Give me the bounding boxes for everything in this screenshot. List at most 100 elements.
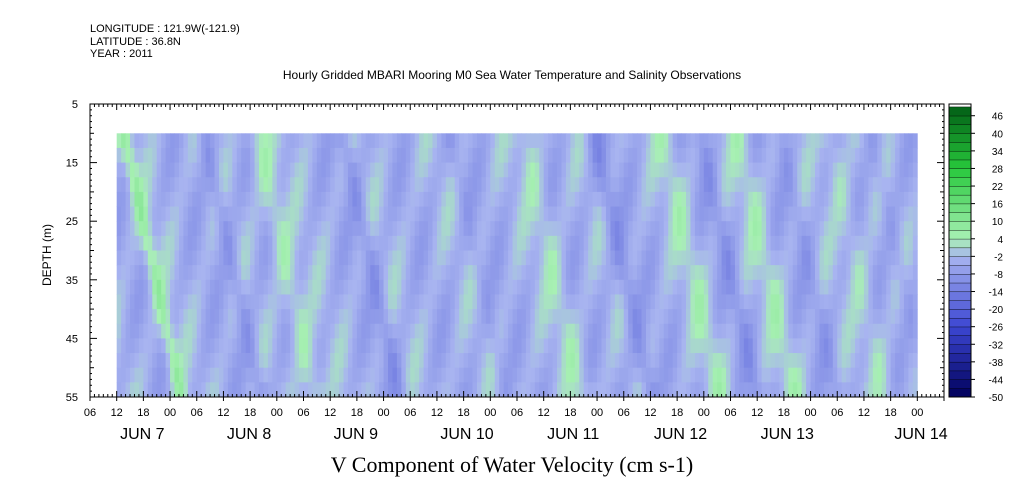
heatmap-cell — [801, 294, 807, 310]
heatmap-cell — [815, 338, 820, 354]
heatmap-cell — [592, 177, 598, 193]
heatmap-cell — [681, 221, 687, 237]
heatmap-cell — [886, 221, 892, 237]
heatmap-cell — [659, 353, 665, 369]
heatmap-cell — [316, 294, 322, 310]
heatmap-cell — [530, 147, 536, 163]
heatmap-cell — [343, 147, 349, 163]
heatmap-cell — [241, 353, 247, 369]
heatmap-cell — [730, 191, 736, 207]
heatmap-cell — [316, 367, 322, 383]
heatmap-cell — [530, 323, 536, 339]
heatmap-cell — [383, 294, 389, 310]
heatmap-cell — [370, 162, 376, 178]
heatmap-cell — [726, 235, 731, 251]
heatmap-cell — [815, 323, 820, 339]
heatmap-cell — [401, 162, 407, 178]
heatmap-cell — [232, 133, 238, 149]
heatmap-cell — [912, 250, 918, 266]
heatmap-cell — [121, 265, 126, 281]
heatmap-cell — [757, 177, 763, 193]
heatmap-cell — [299, 294, 304, 310]
heatmap-cell — [410, 338, 416, 354]
heatmap-cell — [890, 162, 896, 178]
heatmap-cell — [490, 147, 496, 163]
heatmap-cell — [161, 191, 167, 207]
heatmap-cell — [561, 309, 567, 325]
heatmap-cell — [414, 250, 420, 266]
heatmap-cell — [428, 382, 433, 398]
heatmap-cell — [645, 294, 651, 310]
heatmap-cell — [517, 162, 522, 178]
colorbar-bin — [948, 220, 972, 231]
heatmap-cell — [579, 279, 585, 295]
heatmap-cell — [654, 235, 660, 251]
heatmap-cell — [187, 265, 193, 281]
heatmap-cell — [614, 250, 620, 266]
heatmap-cell — [788, 294, 794, 310]
heatmap-cell — [481, 323, 487, 339]
heatmap-cell — [485, 338, 491, 354]
heatmap-cell — [690, 177, 696, 193]
heatmap-cell — [138, 367, 144, 383]
heatmap-cell — [650, 162, 656, 178]
heatmap-cell — [721, 367, 727, 383]
heatmap-cell — [187, 177, 193, 193]
heatmap-cell — [508, 147, 513, 163]
heatmap-cell — [726, 265, 731, 281]
heatmap-cell — [881, 206, 887, 222]
heatmap-cell — [325, 250, 331, 266]
heatmap-cell — [517, 279, 522, 295]
heatmap-cell — [379, 235, 384, 251]
heatmap-cell — [330, 294, 336, 310]
heatmap-cell — [708, 353, 714, 369]
heatmap-cell — [645, 191, 651, 207]
heatmap-cell — [712, 382, 718, 398]
heatmap-cell — [339, 323, 344, 339]
heatmap-cell — [886, 367, 892, 383]
heatmap-cell — [432, 279, 438, 295]
heatmap-cell — [565, 133, 571, 149]
heatmap-cell — [841, 235, 847, 251]
heatmap-cell — [468, 206, 473, 222]
heatmap-cell — [850, 250, 856, 266]
heatmap-cell — [552, 147, 558, 163]
heatmap-cell — [886, 265, 892, 281]
heatmap-cell — [895, 367, 900, 383]
heatmap-cell — [414, 235, 420, 251]
heatmap-cell — [832, 235, 838, 251]
heatmap-cell — [410, 191, 416, 207]
heatmap-cell — [281, 177, 287, 193]
heatmap-cell — [757, 133, 763, 149]
heatmap-cell — [570, 235, 576, 251]
y-tick-label: 25 — [66, 216, 78, 228]
heatmap-cell — [245, 279, 251, 295]
heatmap-cell — [663, 367, 669, 383]
heatmap-cell — [890, 353, 896, 369]
heatmap-cell — [650, 353, 656, 369]
heatmap-cell — [597, 206, 602, 222]
heatmap-cell — [259, 367, 264, 383]
heatmap-cell — [347, 279, 353, 295]
heatmap-cell — [623, 206, 629, 222]
heatmap-cell — [334, 338, 340, 354]
heatmap-cell — [165, 367, 171, 383]
heatmap-cell — [223, 353, 229, 369]
heatmap-cell — [597, 265, 602, 281]
heatmap-cell — [294, 177, 300, 193]
heatmap-cell — [543, 235, 549, 251]
heatmap-cell — [245, 250, 251, 266]
heatmap-cell — [774, 353, 780, 369]
heatmap-cell — [223, 221, 229, 237]
heatmap-cell — [699, 382, 705, 398]
heatmap-cell — [748, 279, 754, 295]
heatmap-cell — [663, 221, 669, 237]
heatmap-cell — [463, 279, 469, 295]
heatmap-cell — [281, 147, 287, 163]
heatmap-cell — [499, 206, 505, 222]
heatmap-cell — [908, 191, 914, 207]
heatmap-cell — [806, 221, 811, 237]
heatmap-cell — [121, 353, 126, 369]
heatmap-cell — [410, 206, 416, 222]
heatmap-cell — [294, 250, 300, 266]
